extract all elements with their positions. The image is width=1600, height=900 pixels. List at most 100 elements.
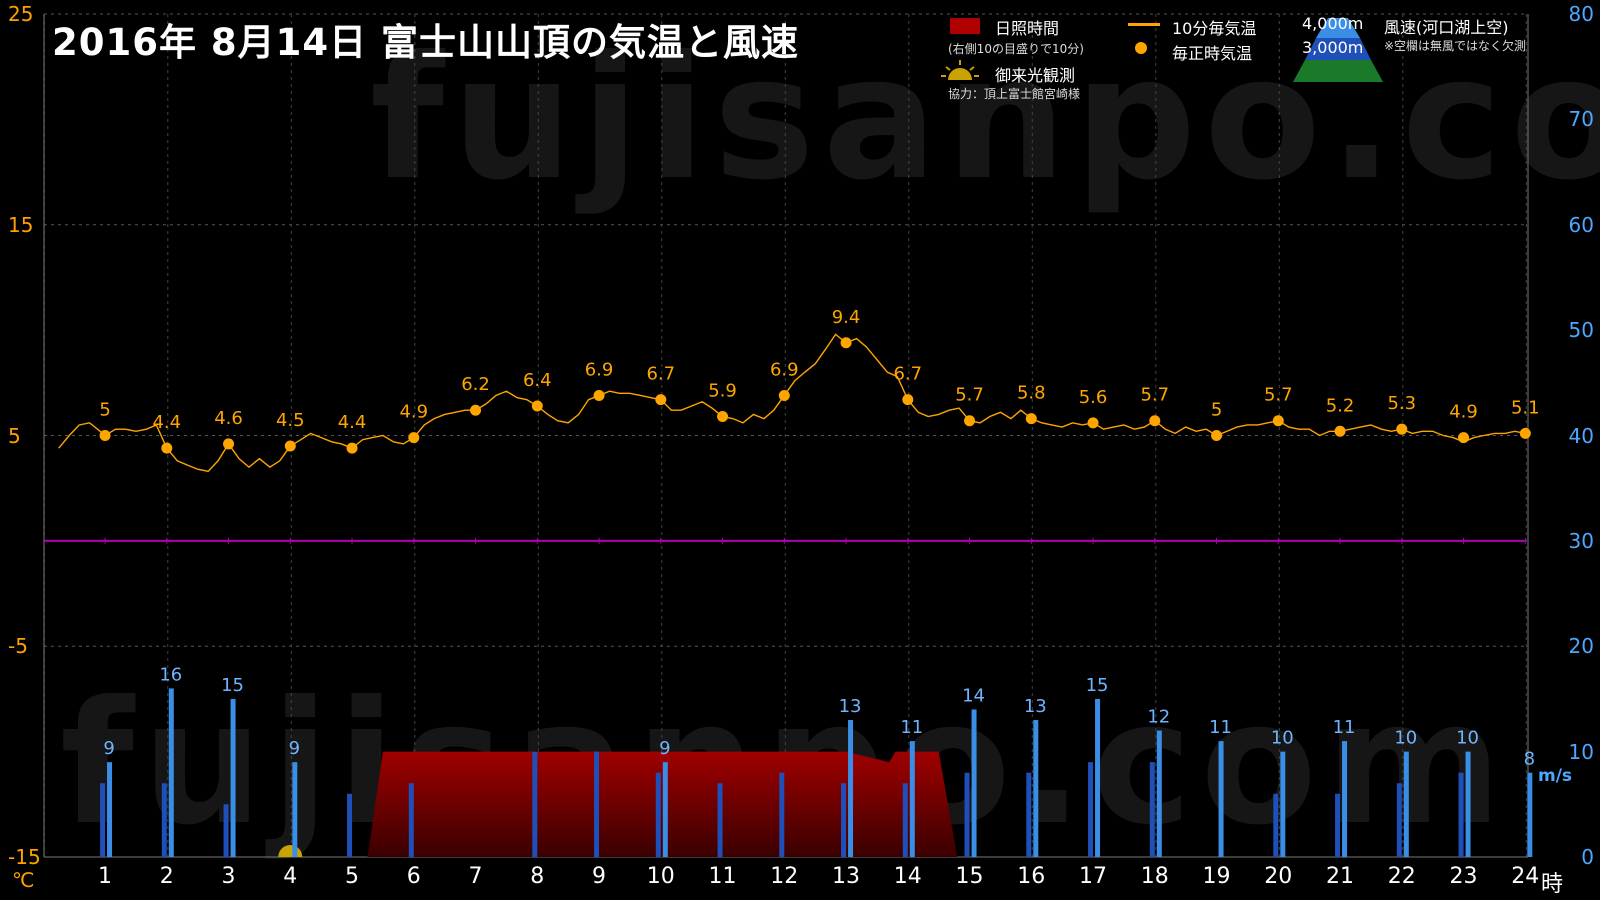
- wind-4000-bar-19: [1218, 741, 1224, 857]
- hourly-temp-point-9: [593, 389, 605, 401]
- hourly-temp-point-14: [902, 394, 914, 406]
- wind-4000-label-4: 9: [289, 738, 300, 759]
- wind-3000-bar-2: [161, 783, 167, 857]
- wind-3000-bar-12: [779, 772, 785, 857]
- wind-4000-label-1: 9: [103, 738, 114, 759]
- x-tick-16: 16: [1017, 864, 1046, 889]
- wind-3000-bar-5: [347, 793, 353, 857]
- wind-3000-bar-6: [408, 783, 414, 857]
- hourly-temp-point-12: [778, 389, 790, 401]
- hourly-temp-label-13: 9.4: [832, 307, 861, 328]
- temp10-legend-swatch: [1128, 23, 1160, 26]
- left-tick-2: 5: [8, 423, 21, 448]
- hourly-legend-swatch: [1135, 42, 1147, 54]
- wind-3000-bar-8: [532, 751, 538, 857]
- wind-3000-bar-11: [717, 783, 723, 857]
- hourly-temp-point-19: [1211, 430, 1223, 441]
- hourly-temp-point-2: [161, 442, 173, 454]
- hourly-temp-point-21: [1334, 425, 1346, 437]
- x-tick-5: 5: [345, 864, 360, 889]
- right-tick-2: 60: [1568, 212, 1594, 237]
- hourly-temp-point-24: [1519, 427, 1531, 439]
- x-tick-2: 2: [159, 864, 174, 889]
- wind-4000-extra-label-10: 9: [659, 738, 670, 759]
- wind-4000-label-14: 11: [900, 717, 923, 738]
- wind-4000-label-17: 15: [1086, 675, 1109, 696]
- left-axis-unit: ℃: [12, 868, 35, 892]
- right-tick-3: 50: [1568, 318, 1594, 343]
- wind-3000-bar-16: [1026, 772, 1032, 857]
- sunrise-legend-label: 御来光観測: [995, 66, 1076, 85]
- wind-4000-label-16: 13: [1024, 696, 1047, 717]
- hourly-temp-label-14: 6.7: [893, 364, 922, 385]
- wind-4000-bar-13: [848, 720, 854, 857]
- wind-3000-bar-15: [964, 772, 970, 857]
- x-tick-13: 13: [832, 864, 861, 889]
- hourly-temp-label-15: 5.7: [955, 385, 984, 406]
- hourly-temp-label-12: 6.9: [770, 359, 799, 380]
- wind-3000-bar-17: [1088, 762, 1094, 857]
- wind-legend-label: 風速(河口湖上空): [1384, 18, 1509, 37]
- credit-text: 協力：頂上富士館宮崎様: [948, 87, 1081, 101]
- hourly-temp-point-10: [655, 394, 667, 406]
- wind-3000-bar-20: [1273, 793, 1279, 857]
- hourly-temp-label-24: 5.1: [1511, 397, 1540, 418]
- x-tick-8: 8: [530, 864, 545, 889]
- right-axis-unit: m/s: [1538, 766, 1573, 786]
- hourly-temp-point-16: [1025, 413, 1037, 425]
- x-tick-3: 3: [221, 864, 236, 889]
- wind-4000-label-2: 16: [159, 664, 182, 685]
- wind-4000-bar-18: [1156, 730, 1162, 857]
- hourly-temp-point-13: [840, 337, 852, 349]
- right-tick-1: 70: [1568, 107, 1594, 132]
- x-tick-10: 10: [646, 864, 675, 889]
- x-tick-11: 11: [708, 864, 737, 889]
- hourly-temp-label-2: 4.4: [152, 412, 181, 433]
- wind-4000-label-19: 11: [1209, 717, 1232, 738]
- sunshine-legend-note: (右側10の目盛りで10分): [948, 42, 1084, 56]
- wind-4000-label-23: 10: [1456, 728, 1479, 749]
- wind-4000-bar-23: [1465, 751, 1471, 857]
- x-tick-7: 7: [468, 864, 483, 889]
- mountain-icon: [1293, 18, 1383, 82]
- wind-3000-bar-23: [1458, 772, 1464, 857]
- left-tick-3: -5: [8, 634, 28, 659]
- wind-4000-label-13: 13: [839, 696, 862, 717]
- hourly-temp-label-17: 5.6: [1079, 387, 1108, 408]
- wind-4000-label-21: 11: [1333, 717, 1356, 738]
- left-tick-4: -15: [8, 845, 41, 869]
- wind-4000-bar-22: [1403, 751, 1409, 857]
- wind-3000-bar-1: [100, 783, 106, 857]
- hourly-temp-label-11: 5.9: [708, 381, 737, 402]
- sunrise-icon: [941, 60, 979, 80]
- hourly-temp-point-20: [1272, 415, 1284, 427]
- wind-4000-label-18: 12: [1147, 707, 1170, 728]
- wind-3000-bar-18: [1149, 762, 1155, 857]
- hourly-temp-point-3: [223, 438, 235, 450]
- wind-3000-bar-21: [1335, 793, 1341, 857]
- wind-4000-bar-24: [1527, 772, 1533, 857]
- hourly-temp-label-10: 6.7: [646, 364, 675, 385]
- x-tick-14: 14: [893, 864, 922, 889]
- wind-4000-label-22: 10: [1394, 728, 1417, 749]
- hourly-temp-label-7: 6.2: [461, 374, 490, 395]
- temp10-legend-label: 10分毎気温: [1172, 19, 1257, 38]
- hourly-temp-point-1: [99, 430, 111, 441]
- right-tick-8: 0: [1581, 845, 1594, 869]
- hourly-temp-point-5: [346, 442, 358, 454]
- x-tick-12: 12: [770, 864, 799, 889]
- x-tick-22: 22: [1387, 864, 1416, 889]
- right-tick-4: 40: [1568, 423, 1594, 448]
- wind-4000-bar-20: [1280, 751, 1286, 857]
- hourly-legend-label: 毎正時気温: [1172, 44, 1253, 63]
- hourly-temp-point-17: [1087, 417, 1099, 429]
- hourly-temp-label-21: 5.2: [1326, 395, 1355, 416]
- wind-4000-bar-3: [230, 698, 236, 857]
- hourly-temp-point-6: [408, 432, 420, 444]
- x-tick-24: 24: [1511, 864, 1540, 889]
- watermark-top: fujisanpo.com: [370, 20, 1600, 218]
- hourly-temp-point-4: [284, 440, 296, 452]
- x-tick-9: 9: [592, 864, 607, 889]
- wind-4000-label-15: 14: [962, 685, 985, 706]
